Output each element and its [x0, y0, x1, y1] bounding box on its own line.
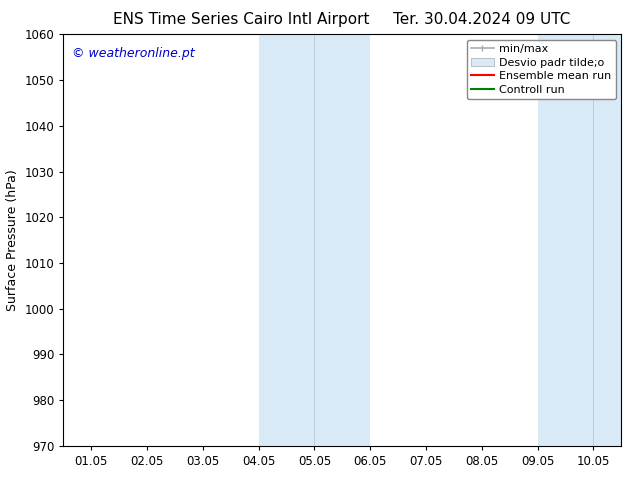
Y-axis label: Surface Pressure (hPa): Surface Pressure (hPa) — [6, 169, 19, 311]
Text: © weatheronline.pt: © weatheronline.pt — [72, 47, 195, 60]
Bar — [538, 34, 621, 446]
Text: ENS Time Series Cairo Intl Airport: ENS Time Series Cairo Intl Airport — [113, 12, 369, 27]
Bar — [259, 34, 370, 446]
Legend: min/max, Desvio padr tilde;o, Ensemble mean run, Controll run: min/max, Desvio padr tilde;o, Ensemble m… — [467, 40, 616, 99]
Text: Ter. 30.04.2024 09 UTC: Ter. 30.04.2024 09 UTC — [393, 12, 571, 27]
